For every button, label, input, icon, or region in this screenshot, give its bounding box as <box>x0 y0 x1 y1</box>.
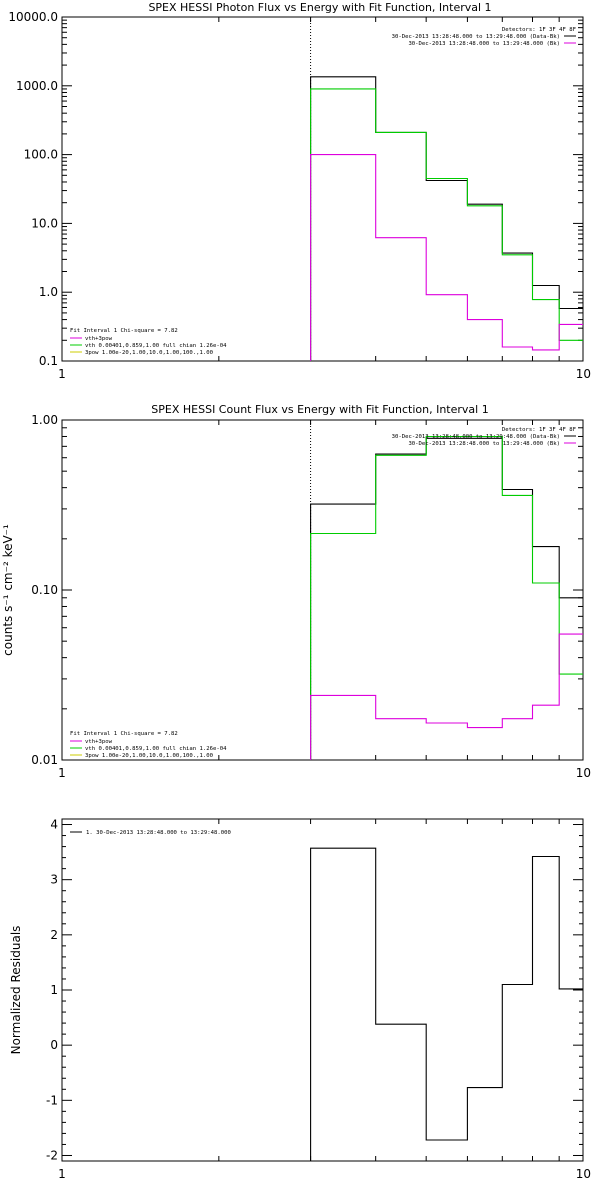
legend-detectors: Detectors: 1F 3F 4F 8F <box>502 27 577 33</box>
y-tick-label: 0.1 <box>39 354 58 368</box>
y-tick-label: 3 <box>50 873 58 887</box>
series-step-line-3 <box>310 154 583 361</box>
residuals-panel: Normalized Residuals 1 10 -2 -1 0 1 2 3 4 1. 30-… <box>9 818 591 1181</box>
series-step-line-1 <box>310 847 583 1161</box>
legend-fit-line-2: vth 0.00401,0.859,1.00 full chian 1.26e-… <box>85 343 227 349</box>
photon-flux-plot-frame <box>61 16 584 362</box>
y-tick-label: -1 <box>46 1093 58 1107</box>
legend-fit-line-1: vth+3pow <box>85 739 113 745</box>
count-flux-legend-right: Detectors: 1F 3F 4F 8F 30-Dec-2013 13:28… <box>392 427 577 447</box>
y-tick-label: 1.0 <box>39 285 58 299</box>
photon-flux-legend-fit: Fit Interval 1 Chi-square = 7.82 vth+3po… <box>70 328 227 356</box>
series-step-line-1 <box>310 76 583 361</box>
count-flux-title: SPEX HESSI Count Flux vs Energy with Fit… <box>151 403 488 416</box>
count-flux-y-axis-label: counts s⁻¹ cm⁻² keV⁻¹ <box>1 524 15 656</box>
y-tick-label: 100.0 <box>24 148 58 162</box>
x-tick-label: 1 <box>58 1167 66 1181</box>
x-tick-label: 1 <box>58 367 66 381</box>
photon-flux-panel: SPEX HESSI Photon Flux vs Energy with Fi… <box>8 1 591 381</box>
axis-ticks: 1 10 0.01 0.10 1.00 <box>31 413 591 780</box>
series-step-line-3 <box>310 633 583 760</box>
residuals-y-axis-label: Normalized Residuals <box>9 926 23 1055</box>
series-step-line-2 <box>310 88 583 361</box>
data-marks <box>310 17 583 361</box>
photon-flux-legend-right: Detectors: 1F 3F 4F 8F 30-Dec-2013 13:28… <box>392 27 577 47</box>
legend-data-bk: 30-Dec-2013 13:28:48.000 to 13:29:48.000… <box>392 434 560 440</box>
data-marks <box>310 420 583 760</box>
y-tick-label: 4 <box>50 818 58 832</box>
y-tick-label: -2 <box>46 1148 58 1162</box>
legend-fit-line-2: vth 0.00401,0.859,1.00 full chian 1.26e-… <box>85 746 227 752</box>
x-tick-label: 10 <box>576 367 591 381</box>
data-marks <box>310 847 583 1161</box>
legend-fit-header: Fit Interval 1 Chi-square = 7.82 <box>70 328 178 334</box>
legend-bk: 30-Dec-2013 13:28:48.000 to 13:29:48.000… <box>408 41 560 47</box>
y-tick-label: 1.00 <box>31 413 58 427</box>
y-tick-label: 0.10 <box>31 583 58 597</box>
y-tick-label: 1 <box>50 983 58 997</box>
count-flux-panel: SPEX HESSI Count Flux vs Energy with Fit… <box>1 403 591 780</box>
axis-ticks: 1 10 0.1 1.0 10.0 100.0 1000.0 10000.0 <box>8 10 591 381</box>
x-tick-label: 10 <box>576 766 591 780</box>
residuals-legend: 1. 30-Dec-2013 13:28:48.000 to 13:29:48.… <box>70 830 231 836</box>
y-tick-label: 10.0 <box>31 216 58 230</box>
axis-ticks: 1 10 -2 -1 0 1 2 3 4 <box>46 818 591 1181</box>
count-flux-plot-frame <box>61 419 584 761</box>
y-tick-label: 0 <box>50 1038 58 1052</box>
legend-detectors: Detectors: 1F 3F 4F 8F <box>502 427 577 433</box>
x-tick-label: 1 <box>58 766 66 780</box>
residuals-legend-label: 1. 30-Dec-2013 13:28:48.000 to 13:29:48.… <box>86 830 231 836</box>
y-tick-label: 0.01 <box>31 753 58 767</box>
legend-fit-line-1: vth+3pow <box>85 336 113 342</box>
legend-fit-line-3: 3pow 1.00e-20,1.00,10.0,1.00,100.,1.00 <box>85 753 213 759</box>
series-step-line-1 <box>310 437 583 760</box>
x-tick-label: 10 <box>576 1167 591 1181</box>
y-tick-label: 10000.0 <box>8 10 58 24</box>
legend-data-bk: 30-Dec-2013 13:28:48.000 to 13:29:48.000… <box>392 34 560 40</box>
legend-bk: 30-Dec-2013 13:28:48.000 to 13:29:48.000… <box>408 441 560 447</box>
count-flux-legend-fit: Fit Interval 1 Chi-square = 7.82 vth+3po… <box>70 731 227 759</box>
legend-fit-header: Fit Interval 1 Chi-square = 7.82 <box>70 731 178 737</box>
photon-flux-title: SPEX HESSI Photon Flux vs Energy with Fi… <box>148 1 491 14</box>
residuals-plot-frame <box>61 818 584 1162</box>
legend-fit-line-3: 3pow 1.00e-20,1.00,10.0,1.00,100.,1.00 <box>85 350 213 356</box>
y-tick-label: 1000.0 <box>16 79 58 93</box>
series-step-line-2 <box>310 435 583 760</box>
y-tick-label: 2 <box>50 928 58 942</box>
